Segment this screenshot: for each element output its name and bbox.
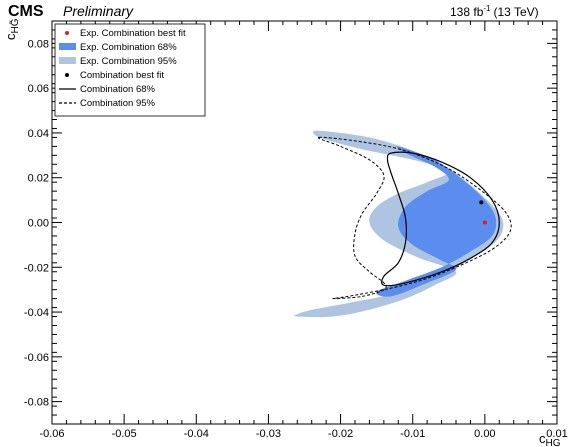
cms-label: CMS [8, 3, 44, 20]
y-tick-label: -0.08 [24, 397, 49, 409]
x-tick-label: 0.00 [474, 428, 495, 440]
legend: Exp. Combination best fit Exp. Combinati… [54, 23, 206, 117]
x-axis: -0.06 -0.05 -0.04 -0.03 -0.02 -0.01 0.00 0.01 [39, 21, 568, 440]
preliminary-label: Preliminary [63, 3, 134, 19]
legend-obs95-label: Combination 95% [80, 98, 156, 109]
y-tick-label: -0.04 [24, 307, 49, 319]
legend-exp95-swatch [59, 57, 76, 64]
x-axis-label: cHG [539, 431, 561, 447]
legend-exp95-label: Exp. Combination 95% [80, 56, 177, 67]
y-tick-label: -0.02 [24, 262, 49, 274]
best-fit-layer [479, 200, 487, 225]
x-tick-label: -0.06 [39, 428, 64, 440]
y-tick-label: 0.08 [28, 38, 49, 50]
contour-layer [294, 130, 512, 318]
exp-best-fit-point [482, 220, 487, 225]
legend-obs-best-label: Combination best fit [80, 70, 164, 81]
legend-obs68-label: Combination 68% [80, 84, 156, 95]
y-axis-label: cHG̃ [3, 18, 21, 40]
legend-obs-best-marker [65, 73, 69, 77]
luminosity-label: 138 fb-1 (13 TeV) [450, 4, 539, 19]
y-tick-label: 0.06 [28, 83, 49, 95]
x-tick-label: -0.03 [256, 428, 281, 440]
legend-exp-best-label: Exp. Combination best fit [80, 28, 186, 39]
legend-exp68-label: Exp. Combination 68% [80, 42, 177, 53]
obs-95-contour [317, 136, 512, 300]
x-tick-label: -0.01 [400, 428, 425, 440]
y-tick-label: -0.06 [24, 352, 49, 364]
y-tick-label: 0.00 [28, 218, 49, 230]
y-tick-label: 0.02 [28, 173, 49, 185]
x-tick-label: -0.04 [184, 428, 209, 440]
x-tick-label: -0.02 [328, 428, 353, 440]
legend-exp68-swatch [59, 43, 76, 50]
legend-exp-best-marker [65, 31, 69, 35]
exp-68-region [376, 146, 497, 297]
x-tick-label: -0.05 [112, 428, 137, 440]
obs-68-contour [381, 151, 500, 287]
legend-box [54, 23, 206, 117]
x-tick-label: 0.01 [546, 428, 567, 440]
obs-best-fit-point [479, 200, 484, 205]
y-tick-label: 0.04 [28, 128, 49, 140]
